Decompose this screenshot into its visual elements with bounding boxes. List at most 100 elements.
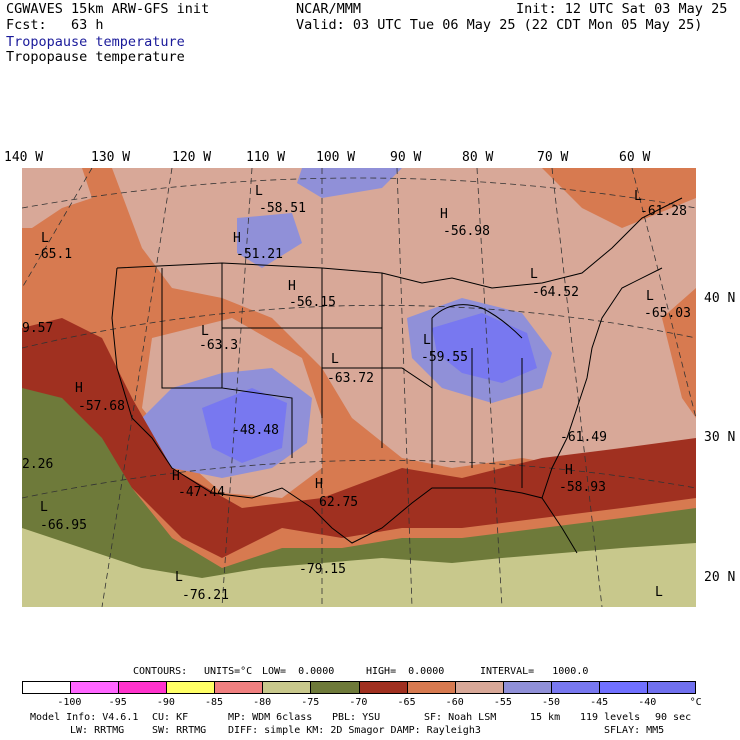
diffusion-settings: DIFF: simple KM: 2D Smagor DAMP: Rayleig… xyxy=(228,725,481,736)
legend-swatch xyxy=(311,682,360,693)
temperature-zone xyxy=(22,168,92,228)
lon-label: 110 W xyxy=(246,150,286,165)
lon-label: 100 W xyxy=(316,150,356,165)
feature-value: -63.3 xyxy=(199,338,239,353)
field-title-contour: Tropopause temperature xyxy=(6,49,185,65)
legend-tick-label: -55 xyxy=(493,697,512,708)
pressure-center-label: L xyxy=(331,352,339,367)
legend-tick-label: -40 xyxy=(638,697,657,708)
surface-scheme: SF: Noah LSM xyxy=(424,712,497,723)
lon-label: 60 W xyxy=(619,150,651,165)
temperature-zone xyxy=(22,388,696,607)
model-info: Model Info: V4.6.1 xyxy=(30,712,139,723)
graticule xyxy=(22,168,696,607)
contours-low: LOW= 0.0000 xyxy=(262,666,335,677)
legend-tick-label: -85 xyxy=(204,697,224,708)
feature-value: -56.15 xyxy=(289,295,336,310)
contours-units: UNITS=°C xyxy=(204,666,253,677)
feature-value: -76.21 xyxy=(182,588,229,603)
legend-tick-label: -70 xyxy=(349,697,368,708)
feature-value: -61.49 xyxy=(560,430,607,445)
valid-time: Valid: 03 UTC Tue 06 May 25 (22 CDT Mon … xyxy=(296,17,703,33)
legend-tick-label: °C xyxy=(689,697,702,708)
feature-value: -79.15 xyxy=(299,562,346,577)
legend-swatch xyxy=(71,682,120,693)
pressure-center-label: L xyxy=(530,267,538,282)
pressure-center-label: H xyxy=(233,231,241,246)
feature-value: -64.52 xyxy=(532,285,579,300)
contours-high: HIGH= 0.0000 xyxy=(366,666,445,677)
org-label: NCAR/MMM xyxy=(296,1,362,17)
lon-label: 140 W xyxy=(4,150,44,165)
legend-swatch xyxy=(263,682,312,693)
shortwave-scheme: SW: RRTMG xyxy=(152,725,207,736)
longwave-scheme: LW: RRTMG xyxy=(70,725,125,736)
legend-tick-label: -100 xyxy=(57,697,82,708)
temperature-zone xyxy=(22,318,696,558)
legend-tick-label: -90 xyxy=(156,697,175,708)
feature-value: -47.44 xyxy=(178,485,225,500)
legend-tick-label: -65 xyxy=(397,697,416,708)
microphysics-scheme: MP: WDM 6class xyxy=(228,712,313,723)
surface-layer-scheme: SFLAY: MM5 xyxy=(604,725,665,736)
contours-label: CONTOURS: xyxy=(133,666,188,677)
feature-value: -65.1 xyxy=(33,247,73,262)
legend-swatch xyxy=(455,682,504,693)
legend-tick-label: -75 xyxy=(301,697,320,708)
feature-value: -61.28 xyxy=(640,204,687,219)
temperature-zone xyxy=(22,528,696,607)
pressure-center-label: H xyxy=(315,477,323,492)
pressure-center-label: H xyxy=(75,381,83,396)
pressure-center-label: L xyxy=(423,333,431,348)
lon-label: 80 W xyxy=(462,150,494,165)
feature-value: -66.95 xyxy=(40,518,87,533)
lat-label: 30 N xyxy=(704,430,736,445)
legend-swatch xyxy=(359,682,408,693)
legend-tick-label: -95 xyxy=(108,697,127,708)
feature-value: -57.68 xyxy=(78,399,125,414)
pressure-center-label: L xyxy=(634,189,642,204)
feature-value: -51.21 xyxy=(236,247,283,262)
pressure-center-label: H xyxy=(565,463,573,478)
pbl-scheme: PBL: YSU xyxy=(332,712,381,723)
legend-tick-label: -60 xyxy=(445,697,464,708)
pressure-center-label: L xyxy=(655,585,663,600)
feature-value: -58.51 xyxy=(259,201,306,216)
pressure-center-label: L xyxy=(201,324,209,339)
political-boundaries xyxy=(111,197,683,554)
feature-value: -56.98 xyxy=(443,224,490,239)
feature-value: 2.26 xyxy=(22,457,54,472)
legend-tick-label: -80 xyxy=(253,697,272,708)
legend-swatch xyxy=(119,682,168,693)
field-title-shaded: Tropopause temperature xyxy=(6,34,185,50)
contours-interval: INTERVAL= 1000.0 xyxy=(480,666,589,677)
feature-value: 62.75 xyxy=(319,495,359,510)
legend-swatch xyxy=(551,682,600,693)
grid-resolution: 15 km xyxy=(530,712,561,723)
legend-swatch xyxy=(503,682,552,693)
temperature-zone xyxy=(237,213,302,268)
legend-swatch xyxy=(648,682,696,693)
legend-swatch xyxy=(599,682,649,693)
pressure-center-label: L xyxy=(41,231,49,246)
legend-tick-label: -50 xyxy=(541,697,561,708)
vertical-levels: 119 levels xyxy=(580,712,641,723)
legend-swatch xyxy=(167,682,216,693)
model-title: CGWAVES 15km ARW-GFS init xyxy=(6,1,210,17)
pressure-center-label: L xyxy=(40,500,48,515)
feature-value: -65.03 xyxy=(644,306,691,321)
pressure-center-label: L xyxy=(255,184,263,199)
lat-label: 40 N xyxy=(704,291,736,306)
legend-tick-label: -45 xyxy=(590,697,609,708)
legend-swatch xyxy=(407,682,456,693)
forecast-hour: Fcst: 63 h xyxy=(6,17,104,33)
time-step: 90 sec xyxy=(655,712,692,723)
tropopause-temperature-map: L -58.51 L -65.1 H -51.21 H -56.98 L -61… xyxy=(22,168,696,607)
pressure-center-label: H xyxy=(172,469,180,484)
pressure-center-label: H xyxy=(440,207,448,222)
lon-label: 130 W xyxy=(91,150,131,165)
lon-label: 70 W xyxy=(537,150,569,165)
feature-value: -63.72 xyxy=(327,371,374,386)
lat-label: 20 N xyxy=(704,570,736,585)
lon-label: 120 W xyxy=(172,150,212,165)
